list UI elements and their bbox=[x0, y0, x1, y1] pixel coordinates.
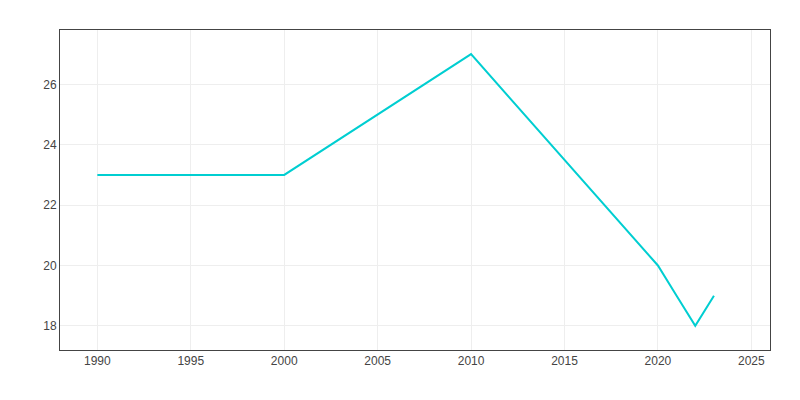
svg-text:2025: 2025 bbox=[738, 354, 765, 368]
svg-text:1995: 1995 bbox=[177, 354, 204, 368]
svg-text:2010: 2010 bbox=[458, 354, 485, 368]
svg-text:1990: 1990 bbox=[84, 354, 111, 368]
svg-text:2000: 2000 bbox=[271, 354, 298, 368]
svg-text:2020: 2020 bbox=[645, 354, 672, 368]
svg-text:20: 20 bbox=[43, 259, 57, 273]
svg-text:22: 22 bbox=[43, 198, 57, 212]
svg-text:2015: 2015 bbox=[551, 354, 578, 368]
svg-text:2005: 2005 bbox=[364, 354, 391, 368]
svg-text:18: 18 bbox=[43, 319, 57, 333]
svg-text:24: 24 bbox=[43, 138, 57, 152]
svg-text:26: 26 bbox=[43, 78, 57, 92]
